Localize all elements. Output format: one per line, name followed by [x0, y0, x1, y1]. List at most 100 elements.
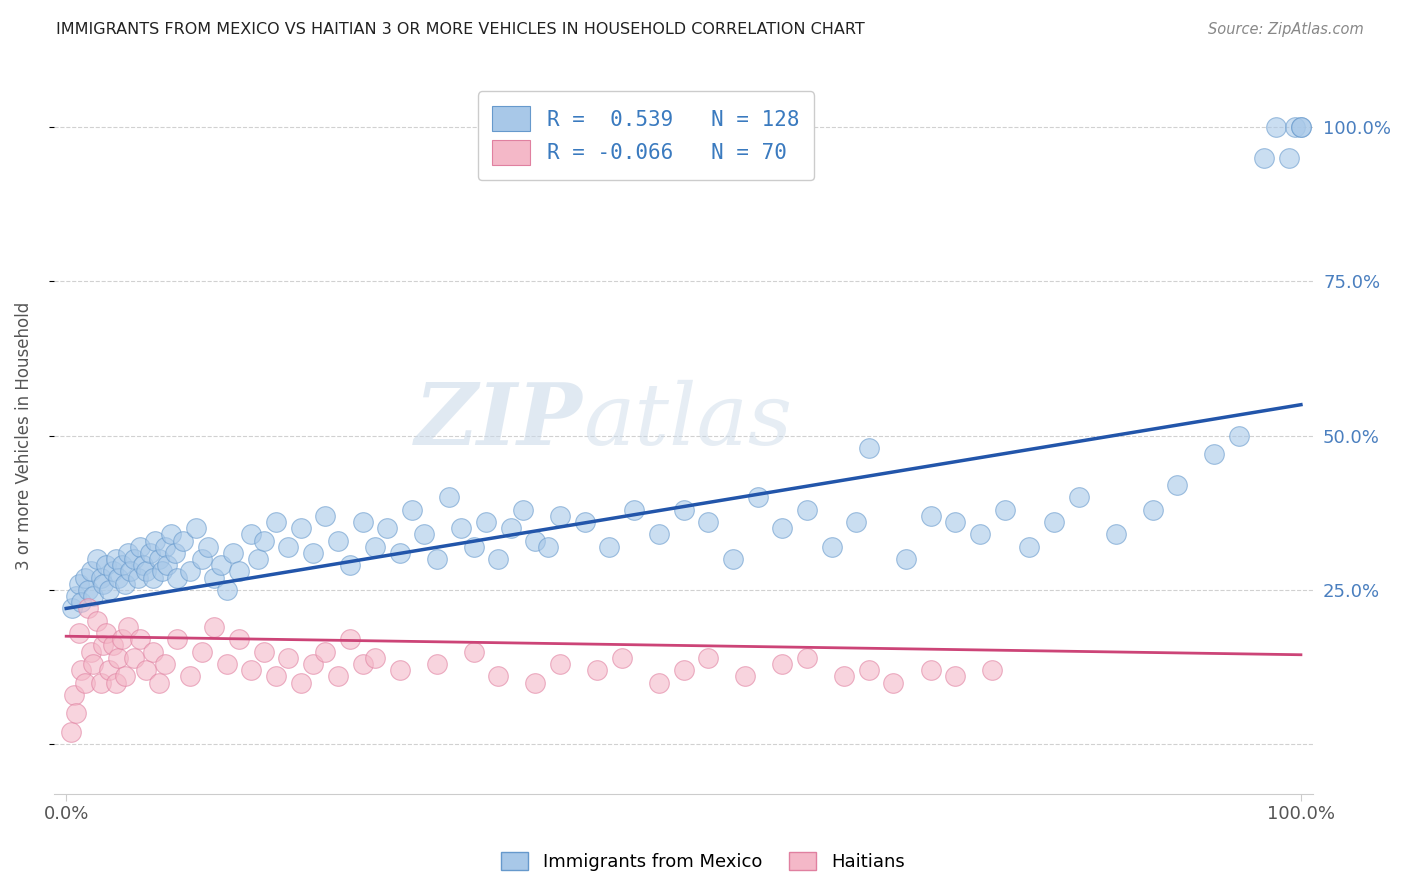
Point	[65, 706, 87, 721]
Point	[111, 632, 134, 647]
Point	[314, 508, 336, 523]
Point	[623, 502, 645, 516]
Point	[197, 540, 219, 554]
Point	[132, 558, 155, 573]
Point	[548, 657, 571, 671]
Point	[1227, 428, 1250, 442]
Point	[672, 663, 695, 677]
Point	[796, 502, 818, 516]
Point	[524, 675, 547, 690]
Point	[153, 540, 176, 554]
Point	[253, 645, 276, 659]
Point	[1105, 527, 1128, 541]
Point	[117, 546, 139, 560]
Point	[920, 663, 942, 677]
Point	[86, 614, 108, 628]
Point	[90, 570, 112, 584]
Point	[179, 565, 201, 579]
Point	[721, 552, 744, 566]
Point	[426, 657, 449, 671]
Point	[339, 632, 361, 647]
Point	[82, 657, 104, 671]
Point	[172, 533, 194, 548]
Point	[1018, 540, 1040, 554]
Point	[512, 502, 534, 516]
Point	[1142, 502, 1164, 516]
Point	[770, 657, 793, 671]
Point	[62, 688, 84, 702]
Point	[91, 639, 114, 653]
Point	[734, 669, 756, 683]
Point	[70, 595, 93, 609]
Point	[156, 558, 179, 573]
Point	[672, 502, 695, 516]
Point	[114, 576, 136, 591]
Point	[1289, 120, 1312, 134]
Point	[326, 533, 349, 548]
Point	[1067, 491, 1090, 505]
Point	[148, 675, 170, 690]
Point	[114, 669, 136, 683]
Point	[858, 663, 880, 677]
Point	[142, 570, 165, 584]
Point	[135, 565, 157, 579]
Point	[277, 650, 299, 665]
Point	[858, 441, 880, 455]
Point	[129, 632, 152, 647]
Point	[86, 552, 108, 566]
Point	[832, 669, 855, 683]
Point	[104, 552, 127, 566]
Point	[117, 620, 139, 634]
Point	[821, 540, 844, 554]
Point	[67, 626, 90, 640]
Point	[426, 552, 449, 566]
Point	[375, 521, 398, 535]
Point	[314, 645, 336, 659]
Point	[228, 565, 250, 579]
Point	[191, 645, 214, 659]
Point	[388, 663, 411, 677]
Point	[486, 552, 509, 566]
Point	[302, 546, 325, 560]
Point	[648, 675, 671, 690]
Point	[90, 675, 112, 690]
Point	[537, 540, 560, 554]
Point	[91, 576, 114, 591]
Point	[437, 491, 460, 505]
Point	[120, 565, 142, 579]
Legend: R =  0.539   N = 128, R = -0.066   N = 70: R = 0.539 N = 128, R = -0.066 N = 70	[478, 92, 814, 180]
Point	[107, 650, 129, 665]
Point	[60, 725, 83, 739]
Point	[143, 533, 166, 548]
Point	[450, 521, 472, 535]
Point	[770, 521, 793, 535]
Point	[277, 540, 299, 554]
Point	[60, 601, 83, 615]
Point	[166, 632, 188, 647]
Point	[796, 650, 818, 665]
Point	[228, 632, 250, 647]
Point	[1265, 120, 1288, 134]
Point	[166, 570, 188, 584]
Point	[610, 650, 633, 665]
Point	[122, 552, 145, 566]
Point	[401, 502, 423, 516]
Point	[82, 589, 104, 603]
Point	[524, 533, 547, 548]
Point	[80, 645, 103, 659]
Point	[264, 515, 287, 529]
Point	[352, 657, 374, 671]
Point	[648, 527, 671, 541]
Point	[290, 675, 312, 690]
Point	[486, 669, 509, 683]
Point	[202, 620, 225, 634]
Point	[364, 540, 387, 554]
Point	[70, 663, 93, 677]
Point	[215, 657, 238, 671]
Point	[264, 669, 287, 683]
Point	[129, 540, 152, 554]
Point	[747, 491, 769, 505]
Point	[122, 650, 145, 665]
Point	[104, 675, 127, 690]
Point	[1253, 151, 1275, 165]
